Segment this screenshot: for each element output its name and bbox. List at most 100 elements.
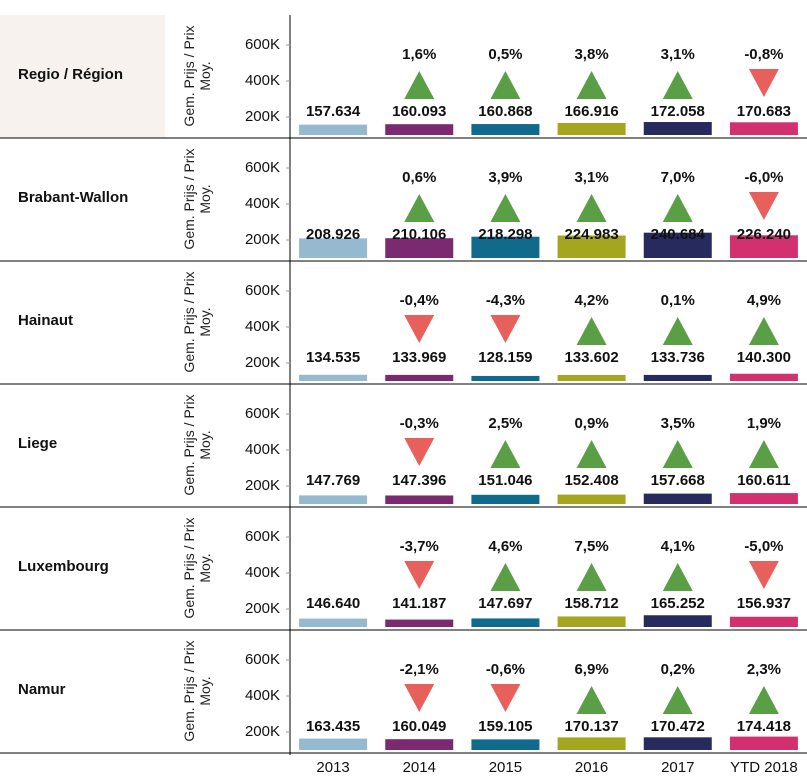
down-triangle xyxy=(748,192,779,220)
change-label: 3,8% xyxy=(574,46,608,63)
down-triangle xyxy=(748,69,779,97)
y-tick-label: 600K xyxy=(245,282,280,299)
down-triangle xyxy=(490,315,521,343)
up-triangle xyxy=(576,71,607,99)
change-label: -6,0% xyxy=(744,169,783,186)
value-label: 159.105 xyxy=(478,718,532,735)
change-label: -5,0% xyxy=(744,538,783,555)
bar xyxy=(729,373,798,381)
value-label: 170.137 xyxy=(564,718,618,735)
bar xyxy=(643,374,712,381)
change-label: 4,2% xyxy=(574,292,608,309)
bar xyxy=(557,122,626,135)
change-label: 0,1% xyxy=(661,292,695,309)
change-label: 4,1% xyxy=(661,538,695,555)
up-triangle xyxy=(748,686,779,714)
value-label: 141.187 xyxy=(392,595,446,612)
value-label: 160.049 xyxy=(392,718,446,735)
up-triangle xyxy=(490,194,521,222)
y-axis-label: Gem. Prijs / Prix Moy. xyxy=(181,394,213,496)
up-triangle xyxy=(404,194,435,222)
value-label: 146.640 xyxy=(306,595,360,612)
up-triangle xyxy=(490,563,521,591)
value-label: 128.159 xyxy=(478,349,532,366)
change-label: -0,6% xyxy=(486,661,525,678)
down-triangle xyxy=(404,684,435,712)
up-triangle xyxy=(662,71,693,99)
x-tick-label: YTD 2018 xyxy=(730,759,798,776)
value-label: 152.408 xyxy=(564,472,618,489)
down-triangle xyxy=(490,684,521,712)
bar xyxy=(557,737,626,750)
up-triangle xyxy=(576,686,607,714)
bar xyxy=(643,737,712,750)
row-label: Namur xyxy=(18,681,66,698)
value-label: 160.611 xyxy=(737,472,790,489)
y-tick-label: 400K xyxy=(245,441,280,458)
bar xyxy=(729,235,798,258)
up-triangle xyxy=(490,440,521,468)
value-label: 226.240 xyxy=(737,226,791,243)
down-triangle xyxy=(748,561,779,589)
y-tick-label: 200K xyxy=(245,108,280,125)
bar xyxy=(471,375,540,381)
value-label: 133.602 xyxy=(564,349,618,366)
up-triangle xyxy=(662,317,693,345)
value-label: 208.926 xyxy=(306,226,360,243)
change-label: -0,4% xyxy=(400,292,439,309)
y-axis-label: Gem. Prijs / Prix Moy. xyxy=(181,148,213,250)
x-tick-label: 2013 xyxy=(316,759,349,776)
y-tick-label: 600K xyxy=(245,159,280,176)
value-label: 151.046 xyxy=(478,472,532,489)
y-tick-label: 400K xyxy=(245,564,280,581)
down-triangle xyxy=(404,561,435,589)
y-axis-label: Gem. Prijs / Prix Moy. xyxy=(181,640,213,742)
bar xyxy=(471,494,540,504)
y-tick-label: 400K xyxy=(245,195,280,212)
value-label: 165.252 xyxy=(651,595,705,612)
y-tick-label: 600K xyxy=(245,36,280,53)
bar xyxy=(299,124,368,135)
change-label: 0,5% xyxy=(488,46,522,63)
row-label: Brabant-Wallon xyxy=(18,189,128,206)
value-label: 158.712 xyxy=(564,595,618,612)
change-label: 3,1% xyxy=(661,46,695,63)
bar xyxy=(557,494,626,504)
change-label: 7,0% xyxy=(661,169,695,186)
y-tick-label: 200K xyxy=(245,600,280,617)
value-label: 157.668 xyxy=(651,472,705,489)
bar xyxy=(643,122,712,135)
bar xyxy=(643,615,712,627)
y-tick-label: 200K xyxy=(245,723,280,740)
bar xyxy=(729,493,798,504)
value-label: 140.300 xyxy=(737,349,791,366)
change-label: 6,9% xyxy=(574,661,608,678)
value-label: 147.697 xyxy=(478,595,532,612)
value-label: 160.868 xyxy=(478,103,532,120)
row-label: Luxembourg xyxy=(18,558,109,575)
value-label: 174.418 xyxy=(737,718,791,735)
y-tick-label: 600K xyxy=(245,528,280,545)
y-tick-label: 400K xyxy=(245,72,280,89)
change-label: -4,3% xyxy=(486,292,525,309)
header-cell-bg xyxy=(0,15,165,138)
value-label: 147.396 xyxy=(392,472,446,489)
change-label: 3,9% xyxy=(488,169,522,186)
up-triangle xyxy=(662,440,693,468)
value-label: 147.769 xyxy=(306,472,360,489)
value-label: 133.969 xyxy=(392,349,446,366)
up-triangle xyxy=(576,317,607,345)
bar xyxy=(299,618,368,627)
bar xyxy=(385,124,454,135)
change-label: 4,6% xyxy=(488,538,522,555)
down-triangle xyxy=(404,315,435,343)
change-label: 0,2% xyxy=(661,661,695,678)
value-label: 163.435 xyxy=(306,718,360,735)
up-triangle xyxy=(662,563,693,591)
value-label: 240.684 xyxy=(651,226,706,243)
bar xyxy=(385,238,454,258)
y-tick-label: 600K xyxy=(245,405,280,422)
change-label: 2,3% xyxy=(747,661,781,678)
